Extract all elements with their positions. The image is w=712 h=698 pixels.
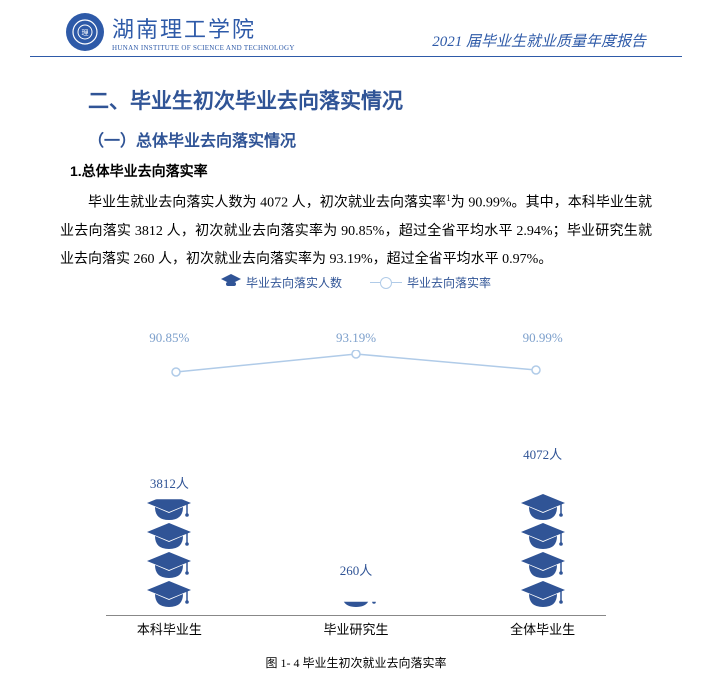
line-marker-icon xyxy=(370,277,402,289)
x-label: 全体毕业生 xyxy=(510,619,575,638)
cap-stack xyxy=(334,585,378,614)
count-label: 4072人 xyxy=(523,444,562,463)
chart-legend: 毕业去向落实人数 毕业去向落实率 xyxy=(60,274,652,292)
para-seg1: 毕业生就业去向落实人数为 4072 人，初次就业去向落实率 xyxy=(88,196,446,211)
rate-value-labels: 90.85% 93.19% 90.99% xyxy=(76,330,636,346)
graduation-cap-icon xyxy=(221,274,241,292)
bar-columns: 3812人 xyxy=(76,404,636,614)
graduation-cap-icon xyxy=(147,585,191,614)
cap-stack xyxy=(147,498,191,614)
bar-column: 3812人 xyxy=(109,473,229,614)
bar-column: 4072人 xyxy=(483,444,603,614)
heading-level-3: （一）总体毕业去向落实情况 xyxy=(88,127,652,151)
body-paragraph: 毕业生就业去向落实人数为 4072 人，初次就业去向落实率1为 90.99%。其… xyxy=(60,189,652,274)
legend-bar-label: 毕业去向落实人数 xyxy=(246,274,342,291)
page-header: 理 湖南理工学院 HUNAN INSTITUTE OF SCIENCE AND … xyxy=(30,0,682,57)
university-logo-icon: 理 xyxy=(66,13,104,51)
count-label: 3812人 xyxy=(150,473,189,492)
rate-label: 90.85% xyxy=(149,330,189,346)
report-title: 2021 届毕业生就业质量年度报告 xyxy=(432,30,646,51)
heading-level-4: 1.总体毕业去向落实率 xyxy=(70,161,652,181)
legend-line-label: 毕业去向落实率 xyxy=(407,274,491,291)
count-label: 260人 xyxy=(340,560,373,579)
x-axis xyxy=(106,615,606,616)
graduation-cap-icon xyxy=(334,585,378,614)
rate-label: 93.19% xyxy=(336,330,376,346)
x-axis-labels: 本科毕业生 毕业研究生 全体毕业生 xyxy=(76,619,636,638)
bar-column: 260人 xyxy=(296,560,416,614)
content: 二、毕业生初次毕业去向落实情况 （一）总体毕业去向落实情况 1.总体毕业去向落实… xyxy=(0,57,712,671)
legend-bar: 毕业去向落实人数 xyxy=(221,274,342,292)
chart: 90.85% 93.19% 90.99% 3812人 xyxy=(76,302,636,652)
rate-label: 90.99% xyxy=(523,330,563,346)
svg-text:理: 理 xyxy=(82,29,89,37)
rate-line-path xyxy=(136,350,576,380)
heading-level-2: 二、毕业生初次毕业去向落实情况 xyxy=(88,85,652,115)
x-label: 本科毕业生 xyxy=(137,619,202,638)
logo-block: 理 湖南理工学院 HUNAN INSTITUTE OF SCIENCE AND … xyxy=(66,12,295,52)
cap-stack xyxy=(521,469,565,614)
figure-caption: 图 1- 4 毕业生初次就业去向落实率 xyxy=(60,654,652,671)
graduation-cap-icon xyxy=(521,585,565,614)
legend-line: 毕业去向落实率 xyxy=(370,274,491,292)
university-name: 湖南理工学院 HUNAN INSTITUTE OF SCIENCE AND TE… xyxy=(112,12,295,52)
x-label: 毕业研究生 xyxy=(323,619,388,638)
university-name-en: HUNAN INSTITUTE OF SCIENCE AND TECHNOLOG… xyxy=(112,44,295,52)
university-name-cn: 湖南理工学院 xyxy=(112,12,295,44)
